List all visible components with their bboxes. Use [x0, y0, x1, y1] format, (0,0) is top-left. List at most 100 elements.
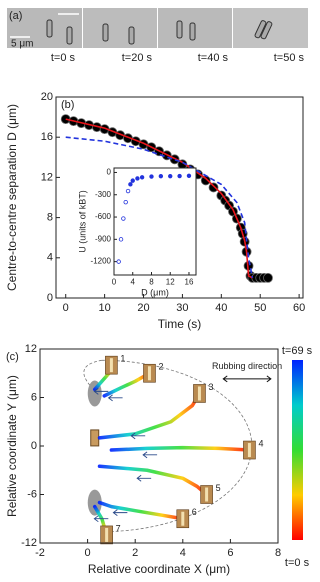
data-point [263, 272, 273, 283]
frame-label: t=0 s [51, 52, 76, 64]
trajectory-label: 3 [208, 382, 213, 392]
axes-frame [55, 96, 304, 299]
x-tick-label: 0 [85, 547, 91, 559]
data-point [128, 182, 133, 187]
y-tick-label: -900 [95, 234, 112, 243]
annotation: Rubbing direction [212, 361, 282, 371]
x-tick-label: 16 [185, 277, 194, 286]
frame-label: t=20 s [122, 52, 153, 64]
y-tick-label: 4 [47, 252, 53, 264]
x-axis-label: D (μm) [141, 287, 169, 297]
y-tick-label: 0 [31, 440, 37, 452]
data-point [149, 174, 154, 179]
trajectory [109, 445, 252, 452]
rod [205, 487, 209, 502]
rod [189, 22, 196, 41]
y-tick-label: 6 [31, 391, 37, 403]
data-point [135, 176, 140, 181]
trajectory-label: 2 [158, 362, 163, 372]
scale-label: 5 μm [11, 39, 33, 50]
data-point [139, 175, 145, 180]
y-tick-label: -300 [95, 190, 112, 199]
frame-label: t=50 s [274, 52, 305, 64]
rubbing-arrow [222, 375, 272, 383]
x-axis-label: Time (s) [158, 317, 202, 331]
data-point [186, 173, 192, 179]
plot-area [40, 349, 278, 543]
data-point [158, 173, 164, 179]
direction-arrow [130, 432, 146, 440]
axes-frame [113, 167, 197, 276]
rod [66, 26, 73, 45]
rod [247, 443, 251, 458]
x-tick-label: 12 [166, 277, 175, 286]
rod [147, 366, 151, 381]
fit-line [65, 118, 253, 279]
y-tick-label: 0 [47, 292, 53, 304]
trajectory-label: 1 [120, 354, 125, 364]
y-tick-label: 12 [25, 343, 37, 355]
x-tick-label: 40 [215, 302, 227, 314]
x-tick-label: 0 [63, 302, 69, 314]
data-point [123, 199, 128, 205]
rod [102, 23, 109, 42]
direction-arrow [112, 509, 128, 516]
rod [254, 20, 267, 39]
x-tick-label: 60 [293, 302, 305, 314]
rod [181, 511, 185, 526]
trajectory-label: 7 [116, 523, 121, 533]
rod [46, 19, 53, 38]
rod [197, 386, 201, 401]
trajectory-label: 4 [258, 438, 263, 448]
direction-arrow [107, 394, 123, 402]
y-axis-label: U (units of kBT) [77, 190, 87, 253]
direction-arrow [93, 515, 109, 523]
y-tick-label: 16 [41, 131, 53, 143]
x-tick-label: 2 [132, 547, 138, 559]
colorbar [292, 360, 303, 540]
trajectory-label: 6 [192, 507, 197, 517]
data-point [121, 216, 126, 221]
x-tick-label: 0 [112, 277, 117, 286]
x-tick-label: 50 [254, 302, 266, 314]
direction-arrow [136, 474, 152, 482]
y-tick-label: 12 [41, 171, 53, 183]
x-axis-label: Relative coordinate X (μm) [88, 562, 230, 576]
panel-label: (a) [9, 10, 22, 22]
panel-a: (a) 5 μm t=0 s t=20 s t=40 s t=50 s [7, 8, 308, 64]
data-point [168, 173, 173, 179]
colorbar-label: t=0 s [285, 557, 310, 569]
x-tick-label: -2 [35, 547, 45, 559]
data-point [130, 178, 135, 183]
panel-label: (c) [6, 351, 19, 363]
frame-label: t=40 s [198, 52, 229, 64]
y-tick-label: 20 [41, 91, 53, 103]
frame [83, 8, 157, 48]
rod [176, 20, 183, 39]
fit-line [65, 136, 254, 279]
rod [128, 26, 135, 45]
x-tick-label: 8 [275, 547, 281, 559]
x-tick-label: 4 [180, 547, 186, 559]
x-tick-label: 6 [227, 547, 233, 559]
rod [109, 358, 113, 373]
y-tick-label: -6 [27, 488, 37, 500]
direction-arrow [142, 451, 158, 459]
rod [260, 21, 273, 40]
colorbar-label: t=69 s [282, 345, 313, 357]
y-axis-label: Relative coordinate Y (μm) [5, 375, 19, 517]
plot-area [114, 168, 196, 275]
data-point [177, 173, 182, 179]
y-tick-label: 0 [107, 168, 112, 177]
data-point [125, 188, 131, 194]
direction-arrow [93, 388, 109, 395]
panel-label: (b) [61, 99, 74, 111]
trajectory [97, 500, 185, 521]
x-tick-label: 4 [131, 277, 136, 286]
y-tick-label: -12 [21, 537, 37, 549]
trajectory-label: 5 [216, 483, 221, 493]
y-tick-label: 8 [47, 212, 53, 224]
x-tick-label: 10 [98, 302, 110, 314]
data-point [116, 259, 121, 264]
